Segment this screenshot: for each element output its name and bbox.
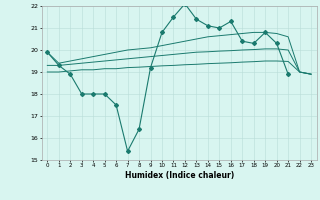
X-axis label: Humidex (Indice chaleur): Humidex (Indice chaleur)	[124, 171, 234, 180]
